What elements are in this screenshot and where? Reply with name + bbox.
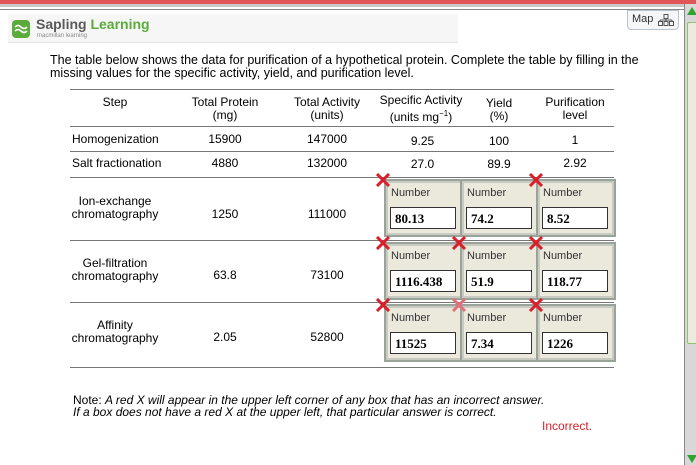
specific-activity-input[interactable]: 1116.438 <box>390 270 456 292</box>
total-protein: 4880 <box>211 156 239 170</box>
purification-level: 2.92 <box>563 156 587 170</box>
yield-input[interactable]: 7.34 <box>466 332 532 354</box>
yield-answer-box: Number 51.9 <box>460 242 540 300</box>
specific-activity-input[interactable]: 80.13 <box>390 207 456 229</box>
step-name: Affinity chromatography <box>71 318 159 345</box>
incorrect-x-icon <box>375 298 391 312</box>
incorrect-x-icon <box>375 236 391 250</box>
table-bottom-rule <box>70 367 614 368</box>
specific-activity-input[interactable]: 11525 <box>390 332 456 354</box>
row-rule <box>70 177 614 178</box>
top-divider <box>0 4 684 7</box>
header-yield: Yield (%) <box>485 96 513 123</box>
row-rule <box>70 302 614 303</box>
purification-answer-box: Number 1226 <box>536 304 616 362</box>
scroll-down-arrow-icon[interactable] <box>687 455 696 463</box>
specific-activity-answer-box: Number 80.13 <box>384 179 464 237</box>
brand-header: Sapling Learning macmillan learning <box>8 14 458 43</box>
total-activity: 132000 <box>306 156 348 170</box>
incorrect-x-icon <box>375 173 391 187</box>
total-activity: 52800 <box>310 330 344 344</box>
vertical-scrollbar[interactable] <box>684 4 696 465</box>
step-name: Salt fractionation <box>72 156 162 170</box>
yield: 100 <box>488 134 510 148</box>
total-protein: 15900 <box>208 132 242 146</box>
header-specific-activity: Specific Activity (units mg−1) <box>379 93 463 124</box>
answer-status: Incorrect. <box>542 419 593 433</box>
incorrect-x-icon <box>451 298 467 312</box>
yield-input[interactable]: 51.9 <box>466 270 532 292</box>
purification-input[interactable]: 1226 <box>542 332 608 354</box>
table-top-rule <box>70 89 614 90</box>
yield-input[interactable]: 74.2 <box>466 207 532 229</box>
purification-input[interactable]: 118.77 <box>542 270 608 292</box>
total-protein: 2.05 <box>213 330 237 344</box>
purification-answer-box: Number 118.77 <box>536 242 616 300</box>
step-name: Homogenization <box>72 132 159 146</box>
header-total-protein: Total Protein (mg) <box>191 95 259 122</box>
map-button[interactable]: Map <box>627 10 679 30</box>
feedback-note: Note: A red X will appear in the upper l… <box>73 393 545 419</box>
sapling-logo-icon <box>12 20 30 38</box>
header-purification: Purification level <box>545 95 605 122</box>
total-activity: 73100 <box>310 268 344 282</box>
purification-level: 1 <box>571 133 579 147</box>
incorrect-x-icon <box>528 298 544 312</box>
total-activity: 111000 <box>307 207 347 221</box>
yield: 89.9 <box>487 157 511 171</box>
yield-answer-box: Number 7.34 <box>460 304 540 362</box>
top-divider-line <box>0 9 684 10</box>
scrollbar-thumb[interactable] <box>687 22 696 344</box>
purification-input[interactable]: 8.52 <box>542 207 608 229</box>
total-activity: 147000 <box>306 132 348 146</box>
sitemap-icon <box>658 14 674 26</box>
brand-subtitle: macmillan learning <box>37 33 88 39</box>
table-header-rule <box>70 126 614 127</box>
total-protein: 63.8 <box>213 268 237 282</box>
brand-name: Sapling Learning <box>36 16 150 32</box>
row-rule <box>70 151 614 152</box>
row-rule <box>70 240 614 241</box>
question-prompt: The table below shows the data for purif… <box>50 53 639 80</box>
step-name: Ion-exchange chromatography <box>71 194 159 221</box>
specific-activity-answer-box: Number 11525 <box>384 304 464 362</box>
purification-answer-box: Number 8.52 <box>536 179 616 237</box>
specific-activity: 9.25 <box>410 134 435 148</box>
header-step: Step <box>102 95 128 109</box>
incorrect-x-icon <box>451 236 467 250</box>
total-protein: 1250 <box>211 207 239 221</box>
incorrect-x-icon <box>528 173 544 187</box>
header-total-activity: Total Activity (units) <box>293 95 361 122</box>
specific-activity: 27.0 <box>410 157 435 171</box>
map-label: Map <box>632 13 654 25</box>
step-name: Gel-filtration chromatography <box>71 256 159 283</box>
scroll-up-arrow-icon[interactable] <box>687 7 696 15</box>
top-accent-bar <box>0 0 696 4</box>
yield-answer-box: Number 74.2 <box>460 179 540 237</box>
specific-activity-answer-box: Number 1116.438 <box>384 242 464 300</box>
incorrect-x-icon <box>528 236 544 250</box>
